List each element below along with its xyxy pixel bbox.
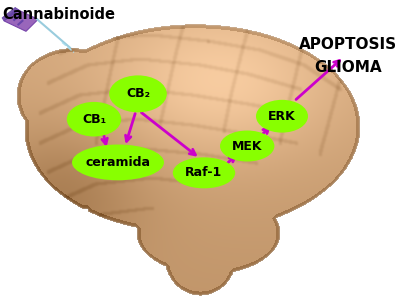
Text: ERK: ERK (268, 110, 296, 123)
Text: GLIOMA: GLIOMA (314, 60, 382, 74)
Text: CB₁: CB₁ (82, 113, 106, 126)
Text: CB₂: CB₂ (126, 87, 150, 100)
Ellipse shape (109, 75, 167, 112)
Ellipse shape (72, 145, 164, 180)
Polygon shape (4, 9, 38, 31)
Polygon shape (2, 7, 19, 21)
Ellipse shape (220, 131, 274, 162)
Ellipse shape (67, 102, 121, 136)
Text: Cannabinoide: Cannabinoide (2, 7, 115, 22)
Ellipse shape (173, 157, 235, 188)
Text: ceramida: ceramida (86, 156, 150, 169)
Text: MEK: MEK (232, 139, 262, 153)
Ellipse shape (256, 100, 308, 133)
Text: Raf-1: Raf-1 (185, 166, 223, 179)
Text: APOPTOSIS: APOPTOSIS (299, 37, 397, 52)
